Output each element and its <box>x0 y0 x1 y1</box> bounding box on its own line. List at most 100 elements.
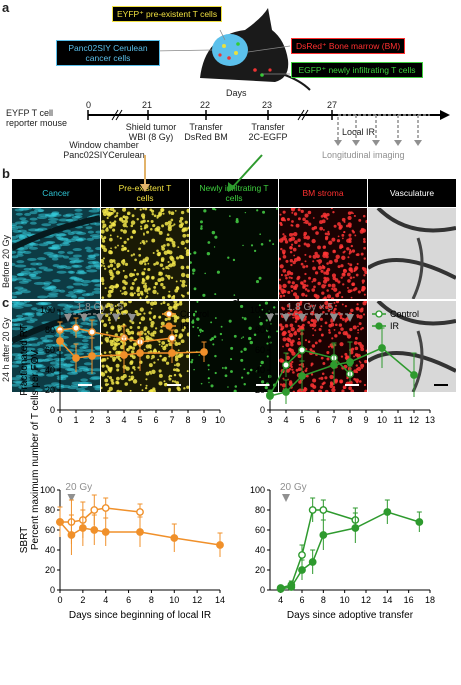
day-0: 0 <box>86 100 92 110</box>
day-23: 23 <box>262 100 273 110</box>
y-axis-label: SBRT <box>19 527 30 554</box>
x-tick-label: 5 <box>299 415 304 425</box>
x-tick-label: 13 <box>425 415 435 425</box>
x-tick-label: 6 <box>299 595 304 605</box>
x-tick-label: 10 <box>377 415 387 425</box>
data-point-ir <box>216 541 224 549</box>
dose-annotation: 1.8 Gy × 5 <box>77 302 124 313</box>
data-point-ir <box>346 358 354 366</box>
x-tick-label: 0 <box>57 595 62 605</box>
chart-d-bottom: 0 20 40 60 80 100 4 6 8 10 12 14 16 18 20 Gy Days since… <box>250 482 435 621</box>
micrograph-before-3 <box>279 208 367 299</box>
irradiation-arrow <box>266 314 274 322</box>
data-point-ir <box>120 351 128 359</box>
irradiation-arrow <box>67 494 76 502</box>
y-tick-label: 0 <box>260 585 265 595</box>
x-tick-label: 11 <box>393 415 402 425</box>
y-tick-label: 80 <box>45 505 55 515</box>
day-27: 27 <box>327 100 338 110</box>
data-point-ir <box>136 349 144 357</box>
x-tick-label: 10 <box>169 595 179 605</box>
series-line-ir <box>269 347 415 397</box>
y-tick-label: 80 <box>255 325 265 335</box>
irradiation-arrow <box>80 314 88 322</box>
y-tick-label: 100 <box>250 485 265 495</box>
y-tick-label: 100 <box>250 305 265 315</box>
data-point-ir <box>319 531 328 539</box>
data-point-control <box>90 506 99 514</box>
schematic-figure <box>87 8 450 146</box>
legend-label: IR <box>390 321 400 331</box>
y-tick-label: 60 <box>255 525 265 535</box>
series-line-ir <box>280 511 420 590</box>
data-point-ir <box>287 583 296 591</box>
irradiation-arrow <box>112 314 120 322</box>
data-point-control <box>72 324 80 332</box>
x-tick-label: 6 <box>126 595 131 605</box>
x-tick-label: 10 <box>215 415 225 425</box>
panel-letter-a: a <box>2 0 10 15</box>
x-tick-label: 8 <box>321 595 326 605</box>
y-tick-label: 0 <box>260 405 265 415</box>
legend-marker <box>375 322 383 330</box>
data-point-control <box>282 361 290 369</box>
x-tick-label: 4 <box>121 415 126 425</box>
micrograph-before-4 <box>368 208 456 299</box>
x-tick-label: 7 <box>331 415 336 425</box>
x-tick-label: 12 <box>361 595 371 605</box>
day-22: 22 <box>200 100 211 110</box>
y-tick-label: 0 <box>50 585 55 595</box>
irradiation-arrow <box>346 314 354 322</box>
x-tick-label: 12 <box>192 595 202 605</box>
y-axis-label: Fractionated RT <box>19 324 30 396</box>
step-local-ir: Local IR <box>342 127 376 137</box>
step-shield-tumor: Shield tumor WBI (8 Gy) <box>125 122 177 142</box>
chart-c-top: 0 20 40 60 80 100 0 1 2 3 4 5 6 7 8 9 10 1.8 Gy × 5 Contro… <box>19 302 225 425</box>
irradiation-arrow <box>96 314 104 322</box>
data-point-ir <box>78 524 87 532</box>
data-point-ir <box>90 526 99 534</box>
irradiation-arrow <box>282 494 290 502</box>
panel-letter-c: c <box>2 295 10 310</box>
x-tick-label: 9 <box>363 415 368 425</box>
x-tick-label: 4 <box>283 415 288 425</box>
data-point-ir <box>282 388 290 396</box>
data-point-ir <box>200 348 208 356</box>
row-label-before: Before 20 Gy <box>1 234 11 288</box>
y-tick-label: 0 <box>50 405 55 415</box>
data-point-control <box>168 334 176 342</box>
x-tick-label: 2 <box>80 595 85 605</box>
y-tick-label: 60 <box>45 345 55 355</box>
y-tick-label: 60 <box>45 525 55 535</box>
data-point-ir <box>56 337 64 345</box>
data-point-control <box>308 506 317 514</box>
legend-label: IR <box>180 321 190 331</box>
micrograph-before-1 <box>101 208 189 299</box>
data-point-ir <box>298 566 306 574</box>
schematic-arrows <box>140 154 263 192</box>
y-tick-label: 40 <box>45 545 55 555</box>
days-label: Days <box>226 88 247 98</box>
y-tick-label: 100 <box>40 305 55 315</box>
irradiation-arrow <box>128 314 136 322</box>
irradiation-arrow <box>330 314 338 322</box>
x-tick-label: 3 <box>105 415 110 425</box>
data-point-ir <box>410 371 418 379</box>
micrograph-before-0 <box>12 208 100 299</box>
data-point-ir <box>378 344 386 352</box>
longitudinal-imaging-label: Longitudinal imaging <box>322 150 405 160</box>
data-point-ir <box>383 508 392 516</box>
legend-label: Control <box>390 309 419 319</box>
data-point-ir <box>276 585 285 593</box>
mouse-label: EYFP T cell reporter mouse <box>6 108 68 128</box>
irradiation-arrow <box>298 314 306 322</box>
data-point-ir <box>351 524 360 532</box>
x-tick-label: 6 <box>315 415 320 425</box>
tumor-window <box>212 34 248 66</box>
data-point-ir <box>330 361 338 369</box>
x-tick-label: 16 <box>404 595 414 605</box>
step-transfer-2c: Transfer 2C-EGFP <box>248 122 288 142</box>
dose-annotation: 20 Gy <box>65 482 92 493</box>
y-tick-label: 20 <box>255 565 265 575</box>
